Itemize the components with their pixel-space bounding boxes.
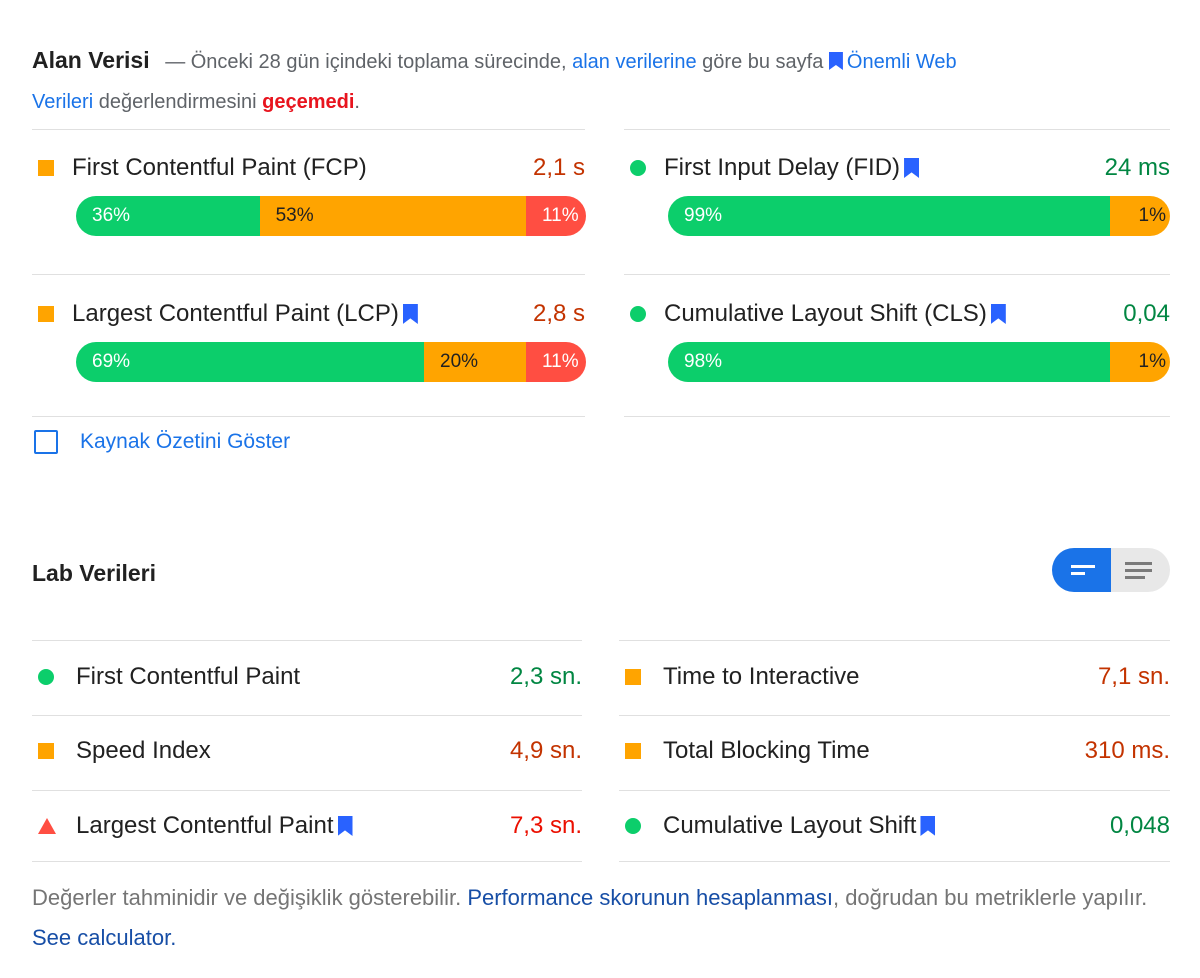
metric-value: 2,1 s [532, 154, 585, 181]
divider [619, 790, 1170, 791]
distribution-bar: 99% 1% [668, 196, 1170, 236]
field-metric-fid: First Input Delay (FID) 24 ms 99% 1% [624, 148, 1170, 268]
metric-value: 2,3 sn. [509, 663, 582, 690]
metric-name: Cumulative Layout Shift (CLS) [664, 300, 1123, 328]
metric-name: First Contentful Paint [76, 663, 301, 690]
bookmark-icon[interactable] [402, 304, 418, 324]
distribution-bar: 69% 20% 11% [76, 342, 586, 382]
good-circle-icon [630, 160, 646, 176]
distribution-segment-average: 1% [1110, 196, 1170, 236]
performance-score-link[interactable]: Performance skorunun hesaplanması [467, 885, 833, 910]
metric-value: 7,3 sn. [509, 812, 582, 839]
good-circle-icon [38, 669, 54, 685]
metric-value: 4,9 sn. [509, 737, 582, 764]
good-circle-icon [630, 306, 646, 322]
view-toggle[interactable] [1052, 548, 1170, 592]
bookmark-icon[interactable] [990, 304, 1006, 324]
distribution-segment-average: 20% [424, 342, 526, 382]
distribution-segment-good: 98% [668, 342, 1110, 382]
divider [624, 129, 1170, 130]
origin-summary-label: Kaynak Özetini Göster [80, 430, 291, 453]
divider [32, 790, 582, 791]
distribution-segment-poor: 11% [526, 342, 586, 382]
metric-name: Time to Interactive [663, 663, 860, 690]
divider [32, 416, 585, 417]
distribution-segment-good: 69% [76, 342, 424, 382]
divider [32, 640, 582, 641]
metric-name: Cumulative Layout Shift [663, 812, 1110, 840]
good-circle-icon [625, 818, 641, 834]
average-square-icon [38, 160, 54, 176]
average-square-icon [38, 743, 54, 759]
divider [619, 640, 1170, 641]
lab-metric-fcp: First Contentful Paint 2,3 sn. [32, 640, 582, 714]
metric-value: 0,04 [1123, 300, 1170, 327]
lab-metric-si: Speed Index 4,9 sn. [32, 714, 582, 788]
lab-metric-cls: Cumulative Layout Shift 0,048 [619, 789, 1170, 863]
distribution-bar: 98% 1% [668, 342, 1170, 382]
divider [32, 861, 582, 862]
field-metric-fcp: First Contentful Paint (FCP) 2,1 s 36% 53… [32, 148, 586, 268]
field-metric-cls: Cumulative Layout Shift (CLS) 0,04 98% 1% [624, 294, 1170, 414]
metric-name: First Contentful Paint (FCP) [72, 154, 367, 181]
bookmark-icon[interactable] [920, 816, 936, 836]
field-data-summary: Alan Verisi — Önceki 28 gün içindeki top… [32, 47, 957, 113]
metric-value: 24 ms [1104, 154, 1170, 181]
calculator-link[interactable]: See calculator. [32, 925, 177, 950]
field-intro-text: — Önceki 28 gün içindeki toplama sürecin… [165, 51, 567, 73]
distribution-segment-poor: 11% [525, 196, 586, 236]
assessment-result: geçemedi [262, 91, 355, 113]
bookmark-icon[interactable] [337, 816, 353, 836]
metric-name: Largest Contentful Paint [76, 812, 510, 840]
divider [32, 274, 585, 275]
metric-name: Speed Index [76, 737, 211, 764]
divider [624, 274, 1170, 275]
bar-view-icon[interactable] [1052, 548, 1111, 592]
lab-metric-tti: Time to Interactive 7,1 sn. [619, 640, 1170, 714]
list-view-icon[interactable] [1111, 548, 1170, 592]
field-data-title: Alan Verisi [32, 47, 150, 73]
footer-note: Değerler tahminidir ve değişiklik göster… [32, 885, 1148, 950]
metric-value: 2,8 s [532, 300, 585, 327]
metric-name: Total Blocking Time [663, 737, 870, 764]
divider [619, 861, 1170, 862]
distribution-segment-average: 1% [1110, 342, 1170, 382]
divider [32, 129, 585, 130]
distribution-segment-good: 99% [668, 196, 1110, 236]
bookmark-icon [828, 52, 843, 70]
divider [32, 715, 582, 716]
metric-value: 7,1 sn. [1097, 663, 1170, 690]
metric-name: First Input Delay (FID) [664, 154, 1105, 182]
average-square-icon [625, 669, 641, 685]
lab-metric-tbt: Total Blocking Time 310 ms. [619, 714, 1170, 788]
divider [619, 715, 1170, 716]
field-metric-lcp: Largest Contentful Paint (LCP) 2,8 s 69%… [32, 294, 586, 414]
divider [624, 416, 1170, 417]
bookmark-icon[interactable] [904, 158, 920, 178]
lab-metric-lcp: Largest Contentful Paint 7,3 sn. [32, 789, 582, 863]
average-square-icon [625, 743, 641, 759]
origin-summary-toggle[interactable]: Kaynak Özetini Göster [34, 430, 290, 454]
distribution-segment-good: 36% [76, 196, 260, 236]
metric-name: Largest Contentful Paint (LCP) [72, 300, 533, 328]
average-square-icon [38, 306, 54, 322]
origin-summary-checkbox[interactable] [34, 430, 58, 454]
core-web-vitals-link[interactable]: Önemli Web [828, 51, 957, 73]
distribution-segment-average: 53% [259, 196, 526, 236]
metric-value: 0,048 [1109, 812, 1170, 839]
distribution-bar: 36% 53% 11% [76, 196, 586, 236]
core-web-vitals-link-cont[interactable]: Verileri [32, 91, 94, 113]
metric-value: 310 ms. [1084, 737, 1170, 764]
field-data-link[interactable]: alan verilerine [572, 51, 697, 73]
field-assess-text: değerlendirmesini [98, 91, 257, 113]
lab-data-title: Lab Verileri [32, 560, 157, 586]
poor-triangle-icon [38, 818, 56, 834]
field-mid-text: göre bu sayfa [702, 51, 824, 73]
